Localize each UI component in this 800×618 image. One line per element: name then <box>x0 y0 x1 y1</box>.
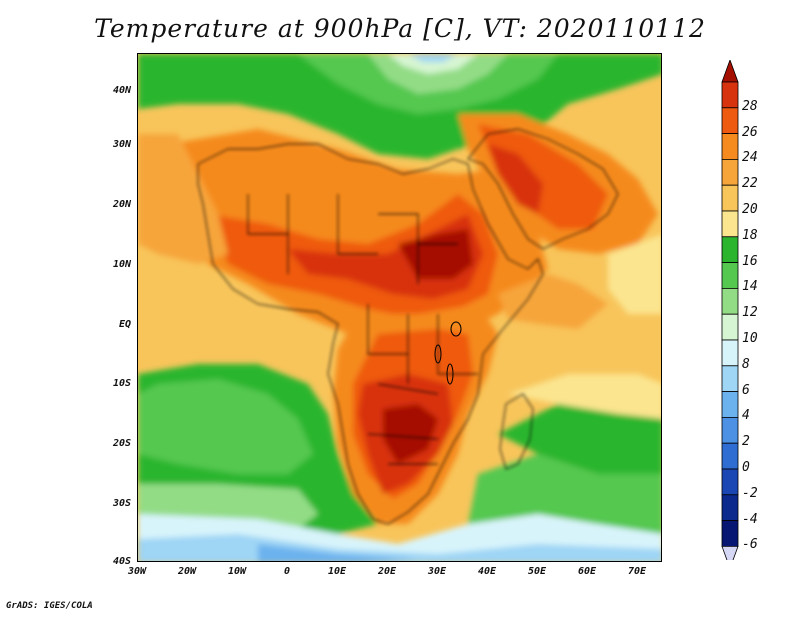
field-12-satl <box>138 379 313 474</box>
lat-tick: 20N <box>112 199 131 210</box>
lat-tick: EQ <box>118 319 131 330</box>
lon-tick: 30E <box>427 566 447 577</box>
colorbar-label: 10 <box>742 331 758 346</box>
lon-tick: 10W <box>227 566 247 577</box>
colorbar-segment <box>721 391 739 418</box>
coastlines <box>197 128 619 525</box>
colorbar-label: 22 <box>742 176 758 192</box>
field-14-io <box>498 404 661 474</box>
colorbar <box>721 60 739 560</box>
field-26-arabia <box>488 144 543 214</box>
colorbar-label: 24 <box>742 150 758 166</box>
colorbar-label: -6 <box>742 537 758 553</box>
lakes <box>434 321 462 385</box>
field-20-horn <box>498 274 608 329</box>
field-24-arabia <box>478 124 608 229</box>
lon-tick: 30W <box>127 566 147 577</box>
lat-tick: 30S <box>112 498 131 509</box>
field-8 <box>388 54 478 74</box>
colorbar-bottom-arrow <box>721 545 739 560</box>
lon-tick: 40E <box>477 566 497 577</box>
chart-title: Temperature at 900hPa [C], VT: 202011011… <box>94 14 706 43</box>
colorbar-segment <box>721 107 739 134</box>
colorbar-segment <box>721 236 739 264</box>
colorbar-segment <box>721 365 739 392</box>
footer-credit: GrADS: IGES/COLA <box>6 601 93 611</box>
colorbar-segment <box>721 210 739 238</box>
lat-tick: 10S <box>112 378 131 389</box>
lat-tick: 10N <box>112 259 131 270</box>
colorbar-label: 18 <box>742 227 758 243</box>
field-20-atl <box>138 134 228 264</box>
field-16-as <box>608 234 661 314</box>
lon-tick: 20W <box>177 566 197 577</box>
colorbar-label: 0 <box>742 460 750 475</box>
colorbar-label: 16 <box>742 253 758 269</box>
colorbar-segment <box>721 416 739 444</box>
colorbar-segment <box>721 468 739 496</box>
colorbar-segment <box>721 442 739 470</box>
colorbar-segment <box>721 494 739 521</box>
lat-tick: 20S <box>112 438 131 449</box>
field-6 <box>408 54 458 62</box>
colorbar-segment <box>721 262 739 289</box>
lon-tick: 70E <box>627 566 647 577</box>
lon-tick: 10E <box>327 566 347 577</box>
field-28-south <box>383 404 438 464</box>
colorbar-segment <box>721 287 739 315</box>
lon-tick: 20E <box>377 566 397 577</box>
colorbar-label: 2 <box>742 434 750 450</box>
colorbar-label: 12 <box>742 305 758 321</box>
field-4-so <box>258 544 418 561</box>
lon-tick: 50E <box>527 566 547 577</box>
colorbar-segment <box>721 313 739 341</box>
map-panel <box>137 53 662 562</box>
colorbar-label: 4 <box>742 408 750 424</box>
colorbar-label: -2 <box>742 485 758 501</box>
colorbar-segment <box>721 339 739 367</box>
colorbar-label: 20 <box>742 202 758 217</box>
lat-tick: 40S <box>112 556 131 567</box>
colorbar-segment <box>721 81 739 109</box>
colorbar-segment <box>721 159 739 186</box>
lon-tick: 0 <box>283 566 291 577</box>
colorbar-segment <box>721 520 739 547</box>
colorbar-label: 28 <box>742 98 758 114</box>
colorbar-label: -4 <box>742 511 758 527</box>
colorbar-label: 14 <box>742 279 758 295</box>
lat-tick: 30N <box>112 139 131 150</box>
colorbar-segment <box>721 184 739 212</box>
field-16-io <box>508 374 661 419</box>
lon-tick: 60E <box>577 566 597 577</box>
temperature-map <box>138 54 661 561</box>
colorbar-label: 6 <box>742 382 750 398</box>
colorbar-segment <box>721 133 739 160</box>
colorbar-label: 26 <box>742 124 758 140</box>
colorbar-top-arrow <box>721 60 739 83</box>
lat-tick: 40N <box>112 85 131 96</box>
colorbar-label: 8 <box>742 356 750 372</box>
field-28-sahel <box>398 229 473 279</box>
